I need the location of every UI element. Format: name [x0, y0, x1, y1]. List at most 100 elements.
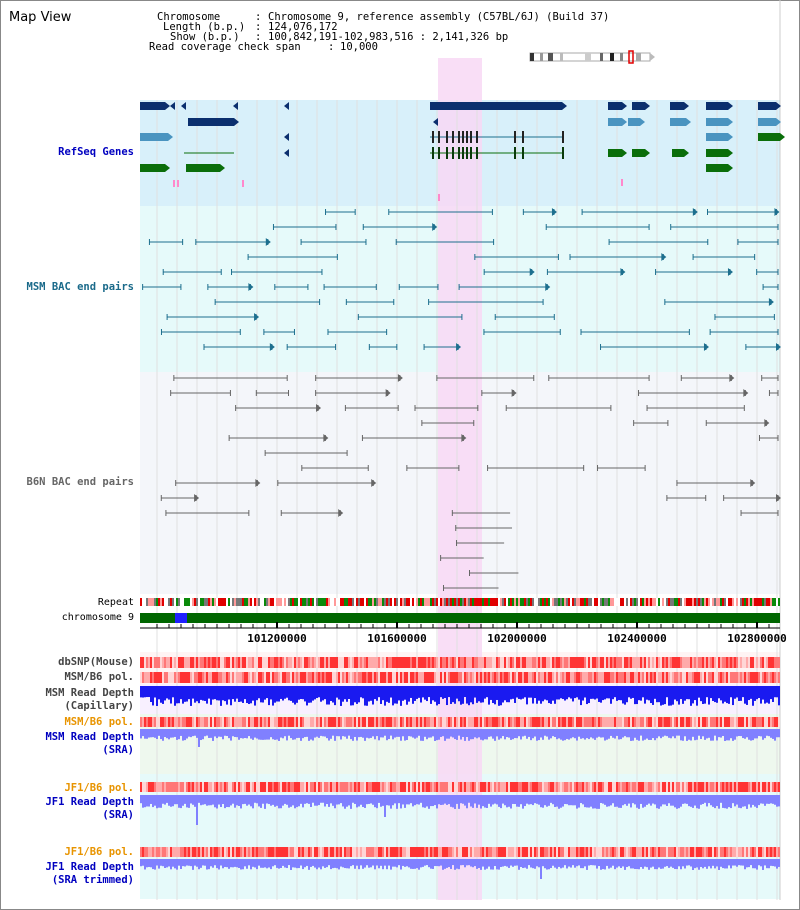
jf1-b6-pol-trimmed-heat: [320, 847, 322, 857]
msm-read-depth-sra-bar: [304, 729, 306, 738]
jf1-read-depth-trimmed-bar: [382, 859, 384, 870]
msm-b6-pol-sra-label[interactable]: MSM/B6 pol.: [64, 716, 134, 728]
msm-read-depth-sra-bar: [540, 729, 542, 738]
msm-read-depth-sra-bar: [484, 729, 486, 740]
msm-read-depth-sra-bar: [524, 729, 526, 736]
jf1-b6-pol-trimmed-label[interactable]: JF1/B6 pol.: [64, 846, 134, 858]
refseq-exon: [462, 131, 464, 143]
jf1-b6-pol-sra-label[interactable]: JF1/B6 pol.: [64, 782, 134, 794]
chromosome-ideogram[interactable]: [529, 50, 655, 64]
dbsnp-heat: [770, 657, 772, 668]
jf1-b6-pol-trimmed-heat: [662, 847, 664, 857]
repeat-segment: [362, 598, 364, 606]
jf1-read-depth-sra-bar: [622, 795, 624, 806]
jf1-read-depth-sra-bar: [384, 795, 386, 817]
jf1-b6-pol-sra-heat: [618, 782, 620, 792]
msm-b6-pol-sra-heat: [328, 717, 330, 727]
jf1-read-depth-trimmed-label[interactable]: JF1 Read Depth: [45, 861, 134, 873]
show-label: Show (b.p.): [170, 31, 240, 43]
jf1-read-depth-trimmed-bar: [402, 859, 404, 866]
jf1-b6-pol-trimmed-heat: [702, 847, 704, 857]
msm-read-depth-capillary-bar: [208, 686, 210, 699]
dbsnp-heat: [342, 657, 344, 668]
msm-read-depth-sra-bar: [698, 729, 700, 736]
jf1-read-depth-sra-bar: [692, 795, 694, 808]
msm-read-depth-sra-bar: [342, 729, 344, 737]
msm-read-depth-capillary-bar: [282, 686, 284, 701]
jf1-read-depth-sra-bar: [516, 795, 518, 807]
msm-read-depth-capillary-bar: [470, 686, 472, 703]
msm-b6-pol-capillary-heat: [556, 672, 558, 683]
msm-b6-pol-sra-heat: [508, 717, 510, 727]
msm-b6-pol-capillary-heat: [146, 672, 148, 683]
jf1-b6-pol-trimmed-heat: [290, 847, 292, 857]
msm-b6-pol-sra-heat: [326, 717, 328, 727]
jf1-read-depth-trimmed-bar: [194, 859, 196, 866]
repeat-segment: [550, 598, 552, 606]
jf1-b6-pol-trimmed-heat: [688, 847, 690, 857]
jf1-b6-pol-sra-heat: [184, 782, 186, 792]
msm-read-depth-capillary-bar: [592, 686, 594, 699]
msm-read-depth-sra-bar: [144, 729, 146, 739]
msm-b6-pol-capillary-heat: [674, 672, 676, 683]
msm-b6-pol-sra-heat: [368, 717, 370, 727]
dbsnp-heat: [624, 657, 626, 668]
jf1-read-depth-trimmed-bar: [710, 859, 712, 869]
refseq-gene-features[interactable]: [140, 102, 785, 201]
msm-read-depth-capillary-bar: [378, 686, 380, 698]
dbsnp-label[interactable]: dbSNP(Mouse): [58, 656, 134, 668]
jf1-read-depth-sra-bar: [764, 795, 766, 806]
jf1-read-depth-sra-bar: [458, 795, 460, 809]
dbsnp-heat: [246, 657, 248, 668]
repeat-segment: [160, 598, 162, 606]
jf1-b6-pol-sra-heat: [172, 782, 174, 792]
jf1-b6-pol-sra-heat: [244, 782, 246, 792]
msm-b6-pol-capillary-label[interactable]: MSM/B6 pol.: [64, 671, 134, 683]
dbsnp-heat: [228, 657, 230, 668]
jf1-read-depth-sra-bar: [774, 795, 776, 805]
msm-read-depth-capillary-bar: [336, 686, 338, 698]
refseq-genes-label[interactable]: RefSeq Genes: [58, 146, 134, 158]
jf1-b6-pol-sra-heat: [652, 782, 654, 792]
msm-read-depth-sra-bar: [448, 729, 450, 739]
b6n-bac-label[interactable]: B6N BAC end pairs: [26, 476, 134, 488]
jf1-read-depth-sra-bar: [416, 795, 418, 805]
msm-read-depth-sra-bar: [646, 729, 648, 739]
jf1-read-depth-sra-bar: [322, 795, 324, 803]
msm-b6-pol-sra-heat: [646, 717, 648, 727]
jf1-b6-pol-sra-heat: [668, 782, 670, 792]
jf1-read-depth-sra-label[interactable]: JF1 Read Depth: [45, 796, 134, 808]
dbsnp-heat: [472, 657, 474, 668]
msm-b6-pol-capillary-heat: [268, 672, 270, 683]
jf1-b6-pol-trimmed-heat: [180, 847, 182, 857]
repeat-segment: [348, 598, 350, 606]
repeat-segment: [658, 598, 660, 606]
msm-b6-pol-capillary-heat: [248, 672, 250, 683]
repeat-segment: [556, 598, 558, 606]
msm-b6-pol-sra-heat: [394, 717, 396, 727]
msm-read-depth-sra-bar: [238, 729, 240, 740]
dbsnp-heat: [328, 657, 330, 668]
msm-b6-pol-sra-heat: [186, 717, 188, 727]
msm-read-depth-sra-bar: [474, 729, 476, 738]
jf1-b6-pol-sra-heat: [544, 782, 546, 792]
msm-b6-pol-capillary-heat: [144, 672, 146, 683]
msm-read-depth-capillary-bar: [170, 686, 172, 704]
msm-read-depth-sra-label[interactable]: MSM Read Depth: [45, 731, 134, 743]
msm-read-depth-capillary-bar: [636, 686, 638, 705]
dbsnp-heat: [630, 657, 632, 668]
b6n-bac-pair-features[interactable]: [160, 374, 781, 591]
msm-bac-label[interactable]: MSM BAC end pairs: [26, 281, 134, 293]
msm-read-depth-sra-bar: [352, 729, 354, 741]
repeat-segment: [144, 598, 146, 606]
dbsnp-heat: [232, 657, 234, 668]
jf1-read-depth-sra-bar: [684, 795, 686, 804]
jf1-read-depth-sra-bar: [748, 795, 750, 805]
dbsnp-heat: [402, 657, 404, 668]
msm-read-depth-capillary-bar: [152, 686, 154, 706]
jf1-read-depth-sra-bar: [668, 795, 670, 804]
msm-read-depth-capillary-label[interactable]: MSM Read Depth: [45, 687, 134, 699]
jf1-read-depth-trimmed-bar: [388, 859, 390, 866]
msm-bac-pair-features[interactable]: [142, 208, 781, 351]
